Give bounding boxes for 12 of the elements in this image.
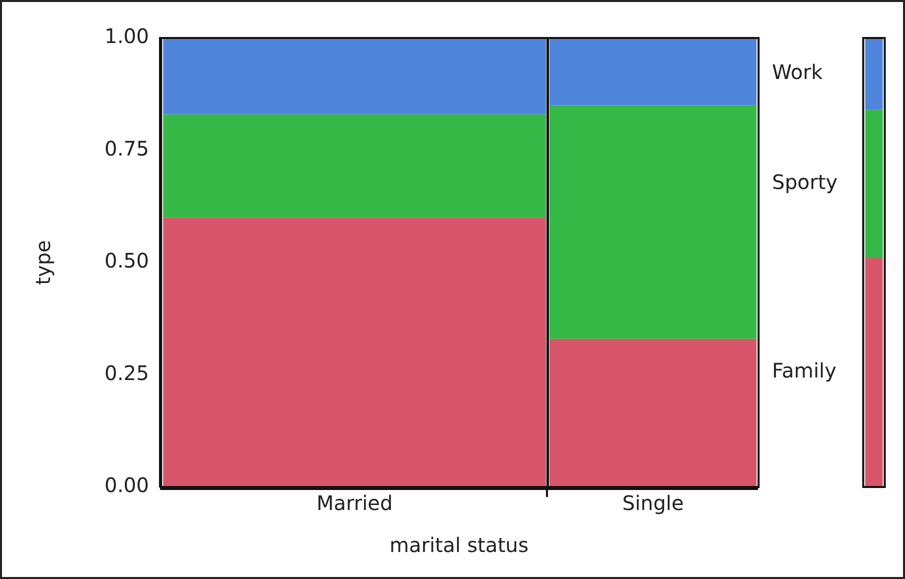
y-tick-label: 0.75 — [104, 136, 149, 160]
x-axis-title: marital status — [390, 533, 529, 558]
series-label: Work — [772, 60, 824, 84]
y-tick-label: 1.00 — [104, 24, 149, 48]
x-tick-label: Single — [622, 491, 684, 516]
y-tick-label: 0.50 — [104, 248, 149, 273]
series-label: Family — [772, 358, 837, 383]
y-tick-label: 0.00 — [104, 473, 149, 498]
series-label: Sporty — [772, 170, 838, 194]
y-axis-title: type — [31, 240, 56, 285]
x-tick-label: Married — [316, 491, 393, 516]
y-tick-label: 0.25 — [104, 360, 149, 385]
